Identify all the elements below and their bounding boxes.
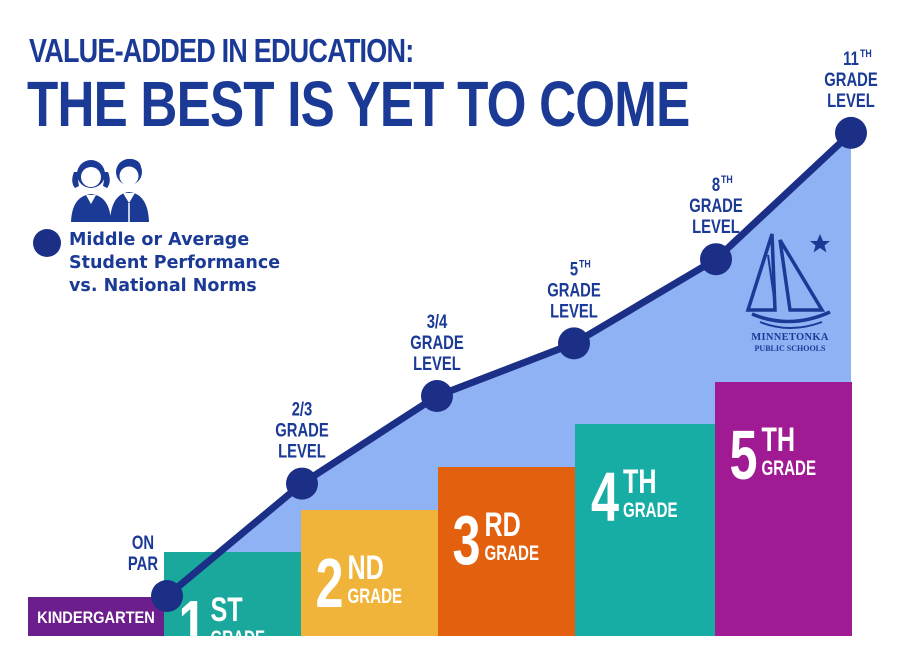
legend-line-1: Middle or Average	[69, 230, 250, 250]
point-label-line: ON	[132, 532, 154, 553]
point-label-line: LEVEL	[827, 90, 875, 111]
chart-title: THE BEST IS YET TO COME	[27, 68, 690, 140]
performance-point-2	[286, 467, 318, 500]
bar-rect	[164, 552, 301, 636]
bar-ordinal: ND	[348, 549, 384, 587]
point-label-line: GRADE	[547, 280, 600, 301]
performance-point-6	[835, 116, 867, 149]
point-label-line: GRADE	[410, 332, 463, 353]
point-label-line: LEVEL	[550, 301, 598, 322]
legend-marker	[33, 229, 61, 257]
bar-number: 1	[178, 586, 206, 663]
performance-line	[163, 129, 855, 600]
point-label-line: LEVEL	[692, 216, 740, 237]
point-label-ordinal: TH	[579, 259, 591, 271]
point-label-line: GRADE	[824, 69, 877, 90]
bar-number: 3	[452, 501, 480, 579]
sailboat-logo-icon	[745, 233, 831, 329]
bar-word: GRADE	[211, 625, 266, 649]
bar-ordinal: TH	[623, 463, 657, 501]
point-label-line: 8	[712, 174, 720, 195]
bar-rect	[438, 467, 575, 636]
point-label-line: PAR	[128, 553, 158, 574]
legend-line-3: vs. National Norms	[69, 276, 257, 296]
performance-point-1	[151, 580, 183, 612]
point-label-line: 5	[570, 259, 578, 280]
bar-ordinal: ST	[211, 591, 243, 629]
bar-rect	[575, 424, 715, 636]
logo-line-2: PUBLIC SCHOOLS	[755, 344, 826, 353]
logo-line-1: MINNETONKA	[751, 332, 829, 343]
bar-word: GRADE	[762, 455, 817, 479]
bar-ordinal: TH	[762, 421, 796, 459]
legend-label: Middle or Average Student Performance vs…	[69, 229, 309, 298]
bar-number: 4	[591, 458, 619, 536]
bar-ordinal: RD	[485, 506, 521, 544]
legend-line-2: Student Performance	[69, 253, 281, 273]
bar-word: GRADE	[623, 497, 678, 521]
chart-subtitle: VALUE-ADDED IN EDUCATION:	[29, 32, 414, 69]
bar-word: GRADE	[485, 540, 540, 564]
bar-rect	[28, 597, 164, 636]
point-label-line: LEVEL	[413, 353, 461, 374]
point-label-line: GRADE	[275, 420, 328, 441]
point-label-line: GRADE	[689, 195, 742, 216]
point-label-ordinal: TH	[721, 174, 733, 186]
bar-rect	[715, 382, 852, 636]
point-label-ordinal: TH	[860, 48, 872, 60]
bar-word: GRADE	[348, 583, 403, 607]
point-label-line: 3/4	[427, 311, 448, 332]
students-icon	[71, 158, 149, 222]
bar-kindergarten: KINDERGARTEN	[28, 597, 164, 636]
bar-rect	[301, 510, 438, 636]
point-label-line: 11	[843, 48, 859, 69]
performance-point-3	[421, 380, 453, 413]
bar-label: KINDERGARTEN	[37, 609, 155, 627]
performance-point-5	[700, 243, 732, 276]
bar-number: 2	[315, 544, 343, 622]
bar-number: 5	[729, 416, 757, 494]
performance-point-4	[558, 327, 590, 360]
point-label-line: 2/3	[292, 399, 313, 420]
point-label-line: LEVEL	[278, 441, 326, 462]
